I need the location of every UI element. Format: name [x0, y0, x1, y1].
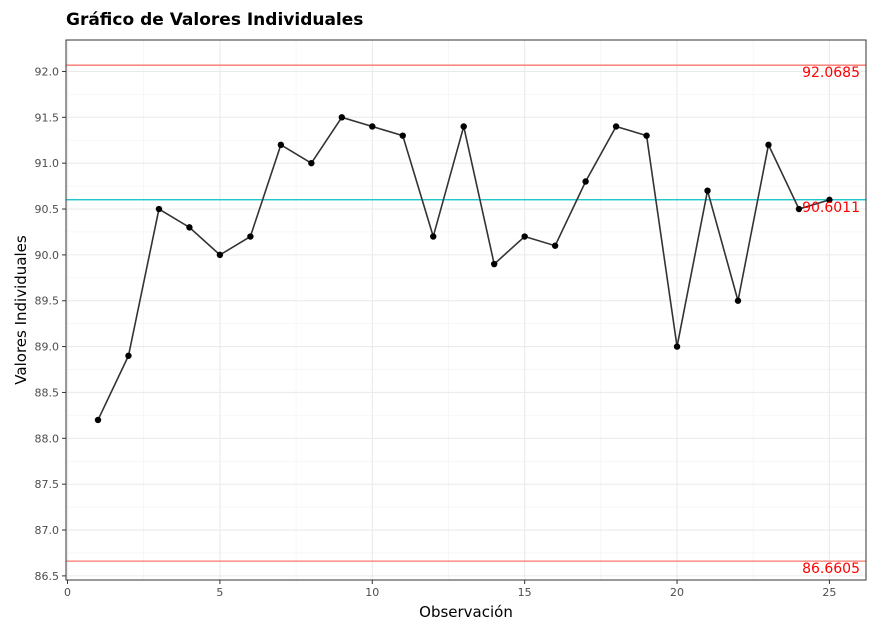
- reference-label-0: 92.0685: [802, 65, 860, 81]
- data-point: [551, 242, 559, 249]
- data-point: [369, 123, 376, 130]
- data-point: [247, 233, 254, 240]
- y-tick-label: 90.0: [35, 249, 60, 262]
- x-tick-label: 10: [365, 586, 379, 599]
- data-point: [795, 205, 803, 213]
- y-tick-label: 88.5: [35, 386, 60, 399]
- x-tick-label: 15: [518, 586, 532, 599]
- y-tick-label: 87.5: [35, 478, 60, 491]
- data-point: [826, 196, 833, 204]
- data-point: [460, 123, 467, 130]
- y-tick-label: 92.0: [35, 65, 60, 78]
- data-point: [399, 132, 406, 139]
- data-point: [94, 416, 102, 424]
- chart-title: Gráfico de Valores Individuales: [66, 10, 364, 30]
- panel-border: [65, 39, 867, 581]
- reference-label-1: 90.6011: [802, 200, 860, 216]
- data-point: [673, 343, 681, 350]
- data-point: [521, 233, 528, 240]
- y-tick-label: 86.5: [35, 570, 60, 583]
- x-axis-title: Observación: [419, 603, 513, 621]
- axis-layer: 86.5 87.0 87.5 88.0 88.5 89.0 89.5 90.0 90.5 91.0…: [35, 65, 837, 599]
- reference-labels: 92.0685 90.6011 86.6605: [802, 65, 860, 577]
- y-tick-label: 90.5: [35, 203, 60, 216]
- data-point: [155, 205, 163, 213]
- x-tick-label: 20: [670, 586, 684, 599]
- data-point: [704, 187, 711, 194]
- y-tick-label: 91.5: [35, 111, 60, 124]
- data-point: [582, 178, 589, 185]
- x-tick-label: 0: [64, 586, 71, 599]
- x-tick-label: 5: [216, 586, 223, 599]
- data-point: [338, 114, 346, 121]
- reference-lines: [66, 64, 866, 562]
- y-tick-label: 88.0: [35, 432, 60, 445]
- x-tick-label: 25: [822, 586, 836, 599]
- series-layer: [94, 114, 833, 424]
- data-point: [216, 251, 224, 259]
- data-point: [277, 141, 285, 149]
- data-point: [765, 141, 772, 149]
- grid-layer: [66, 40, 866, 580]
- data-point: [734, 297, 742, 304]
- y-tick-label: 91.0: [35, 157, 60, 170]
- y-tick-label: 89.5: [35, 295, 60, 308]
- data-point: [125, 352, 132, 359]
- data-point: [186, 224, 193, 231]
- y-tick-label: 87.0: [35, 524, 60, 537]
- data-point: [430, 233, 437, 240]
- data-point: [612, 123, 620, 130]
- y-axis-title: Valores Individuales: [12, 235, 30, 385]
- y-tick-label: 89.0: [35, 341, 60, 354]
- data-point: [490, 260, 498, 268]
- data-point: [308, 159, 315, 167]
- reference-label-2: 86.6605: [802, 561, 860, 577]
- data-point: [643, 132, 650, 139]
